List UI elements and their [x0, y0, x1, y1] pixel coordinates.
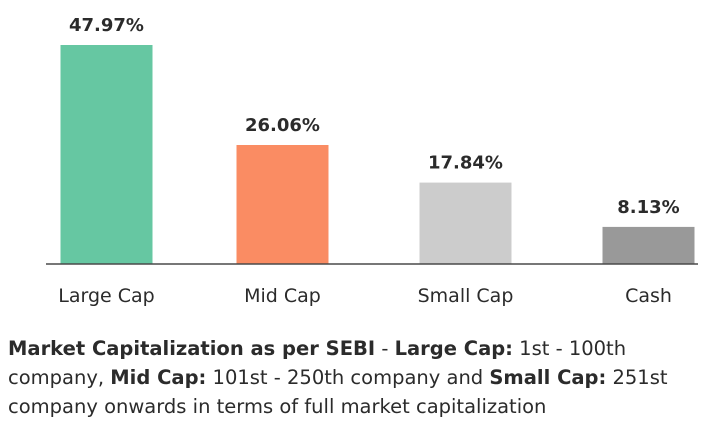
note-term-small-cap: Small Cap:	[489, 366, 607, 389]
bar-large-cap	[60, 45, 153, 264]
note-text-large-cap: 1st - 100th company,	[8, 337, 627, 389]
value-label-mid-cap: 26.06%	[245, 115, 320, 136]
value-label-small-cap: 17.84%	[428, 153, 503, 174]
note-text-small-cap: 251st company onwards in terms of full m…	[8, 366, 668, 418]
market-cap-definition-note: Market Capitalization as per SEBI - Larg…	[8, 334, 712, 421]
bar-chart: 47.97% Large Cap 26.06% Mid Cap 17.84% Small …	[46, 15, 698, 307]
category-label-small-cap: Small Cap	[418, 285, 514, 307]
labels-layer: 47.97% Large Cap 26.06% Mid Cap 17.84% Small …	[58, 15, 679, 307]
note-separator: -	[375, 337, 395, 360]
note-term-large-cap: Large Cap:	[394, 337, 513, 360]
bar-small-cap	[419, 182, 512, 264]
bar-mid-cap	[236, 145, 329, 264]
category-label-mid-cap: Mid Cap	[244, 285, 321, 307]
note-term-mid-cap: Mid Cap:	[110, 366, 207, 389]
bars-layer	[60, 45, 695, 264]
category-label-large-cap: Large Cap	[58, 285, 154, 307]
bar-cash	[602, 226, 695, 264]
note-term-sebi: Market Capitalization as per SEBI	[8, 337, 376, 360]
category-label-cash: Cash	[625, 285, 672, 307]
value-label-large-cap: 47.97%	[69, 15, 144, 36]
value-label-cash: 8.13%	[617, 197, 679, 218]
note-text-mid-cap: 101st - 250th company and	[206, 366, 490, 389]
